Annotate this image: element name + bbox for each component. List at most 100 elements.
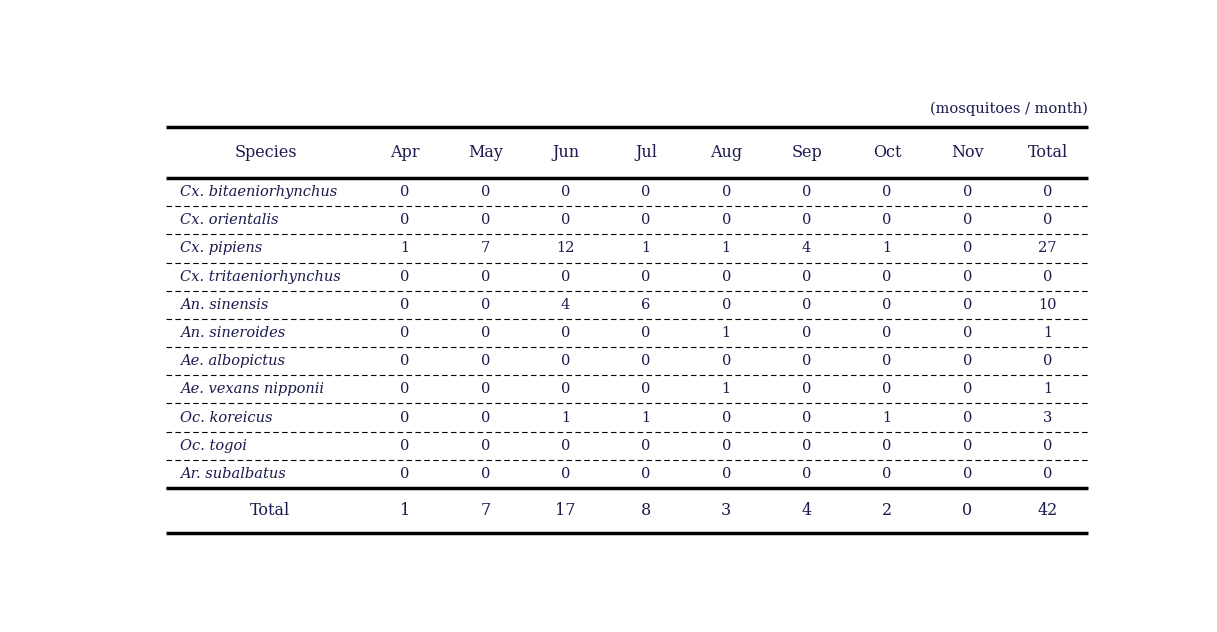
Text: 0: 0 <box>641 439 651 453</box>
Text: Aug: Aug <box>711 144 742 161</box>
Text: 0: 0 <box>963 241 972 255</box>
Text: 0: 0 <box>481 411 490 425</box>
Text: 0: 0 <box>561 467 571 481</box>
Text: 0: 0 <box>400 467 410 481</box>
Text: Oct: Oct <box>873 144 901 161</box>
Text: 1: 1 <box>882 411 892 425</box>
Text: 0: 0 <box>722 467 731 481</box>
Text: 0: 0 <box>641 185 651 199</box>
Text: 0: 0 <box>963 326 972 340</box>
Text: 0: 0 <box>802 326 812 340</box>
Text: 0: 0 <box>802 214 812 228</box>
Text: An. sineroides: An. sineroides <box>180 326 286 340</box>
Text: Cx. orientalis: Cx. orientalis <box>180 214 279 228</box>
Text: Total: Total <box>249 502 290 519</box>
Text: 0: 0 <box>882 382 892 396</box>
Text: 0: 0 <box>882 439 892 453</box>
Text: 0: 0 <box>963 298 972 312</box>
Text: An. sinensis: An. sinensis <box>180 298 269 312</box>
Text: 1: 1 <box>641 241 651 255</box>
Text: 0: 0 <box>963 411 972 425</box>
Text: 0: 0 <box>882 185 892 199</box>
Text: Oc. koreicus: Oc. koreicus <box>180 411 273 425</box>
Text: 0: 0 <box>1043 467 1053 481</box>
Text: 0: 0 <box>400 214 410 228</box>
Text: 0: 0 <box>802 185 812 199</box>
Text: 1: 1 <box>722 241 731 255</box>
Text: 1: 1 <box>1043 326 1053 340</box>
Text: 0: 0 <box>481 270 490 284</box>
Text: 3: 3 <box>1043 411 1053 425</box>
Text: 0: 0 <box>561 214 571 228</box>
Text: 4: 4 <box>561 298 571 312</box>
Text: 0: 0 <box>802 467 812 481</box>
Text: 10: 10 <box>1038 298 1056 312</box>
Text: 4: 4 <box>802 241 812 255</box>
Text: 0: 0 <box>561 185 571 199</box>
Text: 42: 42 <box>1037 502 1058 519</box>
Text: 0: 0 <box>481 214 490 228</box>
Text: 0: 0 <box>400 326 410 340</box>
Text: 8: 8 <box>641 502 651 519</box>
Text: 0: 0 <box>882 298 892 312</box>
Text: 17: 17 <box>555 502 576 519</box>
Text: Ar. subalbatus: Ar. subalbatus <box>180 467 286 481</box>
Text: 1: 1 <box>561 411 571 425</box>
Text: 27: 27 <box>1038 241 1056 255</box>
Text: 0: 0 <box>641 382 651 396</box>
Text: Species: Species <box>234 144 297 161</box>
Text: 0: 0 <box>722 354 731 368</box>
Text: 1: 1 <box>641 411 651 425</box>
Text: 0: 0 <box>481 326 490 340</box>
Text: 0: 0 <box>561 354 571 368</box>
Text: 0: 0 <box>802 270 812 284</box>
Text: 6: 6 <box>641 298 651 312</box>
Text: 0: 0 <box>1043 439 1053 453</box>
Text: 0: 0 <box>400 270 410 284</box>
Text: 0: 0 <box>481 298 490 312</box>
Text: 0: 0 <box>1043 354 1053 368</box>
Text: 0: 0 <box>963 270 972 284</box>
Text: Ae. albopictus: Ae. albopictus <box>180 354 285 368</box>
Text: Apr: Apr <box>391 144 420 161</box>
Text: 0: 0 <box>963 185 972 199</box>
Text: 0: 0 <box>400 439 410 453</box>
Text: 0: 0 <box>963 439 972 453</box>
Text: 0: 0 <box>963 467 972 481</box>
Text: 7: 7 <box>481 241 490 255</box>
Text: 0: 0 <box>1043 270 1053 284</box>
Text: 0: 0 <box>722 270 731 284</box>
Text: 2: 2 <box>882 502 892 519</box>
Text: 0: 0 <box>802 382 812 396</box>
Text: Cx. bitaeniorhynchus: Cx. bitaeniorhynchus <box>180 185 337 199</box>
Text: Jun: Jun <box>553 144 579 161</box>
Text: May: May <box>467 144 503 161</box>
Text: Oc. togoi: Oc. togoi <box>180 439 247 453</box>
Text: 0: 0 <box>963 354 972 368</box>
Text: 1: 1 <box>400 502 410 519</box>
Text: 0: 0 <box>882 326 892 340</box>
Text: 0: 0 <box>802 298 812 312</box>
Text: 0: 0 <box>641 354 651 368</box>
Text: 0: 0 <box>400 411 410 425</box>
Text: 0: 0 <box>641 270 651 284</box>
Text: Jul: Jul <box>635 144 657 161</box>
Text: Cx. tritaeniorhynchus: Cx. tritaeniorhynchus <box>180 270 341 284</box>
Text: (mosquitoes / month): (mosquitoes / month) <box>930 102 1088 116</box>
Text: 0: 0 <box>400 354 410 368</box>
Text: 0: 0 <box>882 214 892 228</box>
Text: 0: 0 <box>802 411 812 425</box>
Text: 0: 0 <box>641 326 651 340</box>
Text: 3: 3 <box>722 502 731 519</box>
Text: 1: 1 <box>400 241 409 255</box>
Text: 0: 0 <box>722 298 731 312</box>
Text: Sep: Sep <box>791 144 821 161</box>
Text: 0: 0 <box>481 185 490 199</box>
Text: 0: 0 <box>481 354 490 368</box>
Text: 0: 0 <box>882 354 892 368</box>
Text: 0: 0 <box>722 214 731 228</box>
Text: 7: 7 <box>481 502 490 519</box>
Text: 0: 0 <box>802 354 812 368</box>
Text: 0: 0 <box>963 214 972 228</box>
Text: 0: 0 <box>561 270 571 284</box>
